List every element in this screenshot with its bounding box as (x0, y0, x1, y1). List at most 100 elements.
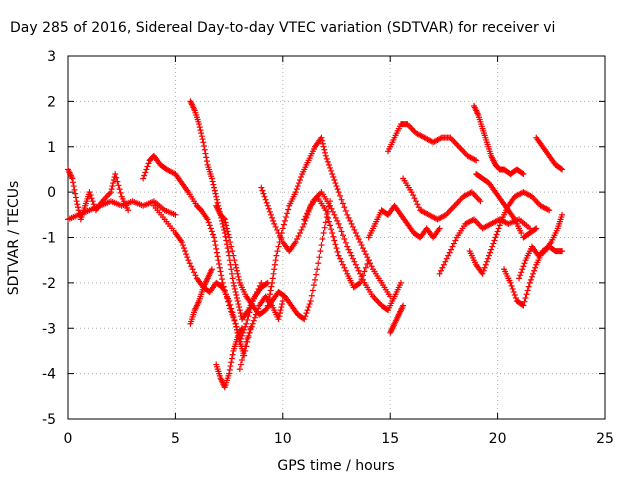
data-point (245, 332, 252, 339)
data-point (347, 217, 354, 224)
data-point (312, 276, 319, 283)
data-point (108, 186, 115, 193)
data-point (486, 252, 493, 259)
data-point (332, 241, 339, 248)
data-point (112, 170, 119, 177)
data-point (518, 269, 525, 276)
data-point (72, 194, 79, 201)
data-point (203, 154, 210, 161)
data-point (221, 216, 228, 223)
data-point (439, 264, 446, 271)
data-point (281, 217, 288, 224)
data-point (532, 226, 539, 233)
data-point (276, 313, 283, 320)
data-point (237, 310, 244, 317)
y-axis-label: SDTVAR / TECUs (6, 181, 22, 296)
data-point (198, 130, 205, 137)
data-point (446, 249, 453, 256)
data-point (182, 248, 189, 255)
data-point (310, 282, 317, 289)
data-point (263, 280, 270, 287)
data-point (266, 295, 273, 301)
data-point (330, 233, 337, 240)
data-point (212, 190, 219, 197)
data-point (235, 273, 242, 280)
data-point (270, 270, 277, 277)
data-point (90, 201, 97, 208)
data-point (519, 266, 526, 273)
data-point (228, 359, 235, 366)
data-point (216, 260, 223, 267)
data-point (294, 183, 301, 190)
data-point (113, 174, 120, 181)
data-point (275, 243, 282, 250)
data-point (258, 184, 265, 191)
data-point (314, 266, 321, 273)
data-point (319, 137, 326, 144)
data-point (278, 304, 285, 311)
data-point (259, 187, 266, 194)
data-point (412, 198, 419, 205)
data-point (107, 189, 114, 196)
data-point (232, 288, 239, 295)
data-point (339, 261, 346, 268)
data-point (368, 263, 375, 270)
y-tick-label: -1 (42, 231, 56, 247)
data-point (274, 226, 281, 233)
data-point (322, 152, 329, 159)
data-point (205, 219, 212, 226)
data-point (273, 252, 280, 259)
data-point (142, 169, 149, 176)
data-point (531, 267, 538, 274)
data-point (109, 183, 116, 190)
data-point (224, 245, 231, 252)
data-point (524, 287, 531, 294)
data-point (331, 237, 338, 244)
data-point (329, 170, 336, 177)
data-point (211, 187, 218, 194)
data-point (183, 251, 190, 258)
data-point (347, 249, 354, 256)
data-point (338, 258, 345, 265)
data-point (301, 216, 308, 223)
x-tick-label: 0 (64, 431, 73, 447)
data-point (298, 174, 305, 180)
data-point (70, 183, 77, 190)
data-point (267, 211, 274, 218)
data-point (276, 310, 283, 317)
data-point (357, 239, 364, 246)
data-point (352, 261, 359, 268)
data-point (528, 273, 535, 280)
data-point (276, 232, 283, 239)
data-point (234, 298, 241, 305)
data-point (324, 214, 331, 221)
data-point (279, 301, 286, 308)
data-point (309, 287, 316, 294)
data-point (274, 248, 281, 255)
data-point (496, 222, 503, 229)
data-point (351, 258, 358, 265)
data-point (233, 323, 240, 330)
data-point (86, 189, 93, 196)
data-point (197, 127, 204, 134)
data-point (244, 335, 251, 342)
data-point (266, 208, 273, 215)
series-17 (470, 102, 527, 177)
data-point (200, 139, 207, 146)
data-point (359, 245, 366, 252)
series-22 (533, 134, 566, 173)
data-point (519, 301, 526, 308)
data-point (213, 193, 220, 200)
data-point (247, 326, 254, 333)
data-point (308, 292, 315, 299)
data-point (240, 352, 247, 359)
series-5 (187, 266, 215, 327)
y-tick-labels: 3 2 1 0 -1 -2 -3 -4 -5 (42, 49, 56, 428)
data-point (72, 190, 79, 197)
data-point (322, 219, 329, 226)
data-point (327, 164, 334, 171)
data-point (352, 229, 359, 236)
data-point (345, 214, 352, 221)
data-point (228, 266, 235, 273)
data-point (520, 302, 527, 309)
